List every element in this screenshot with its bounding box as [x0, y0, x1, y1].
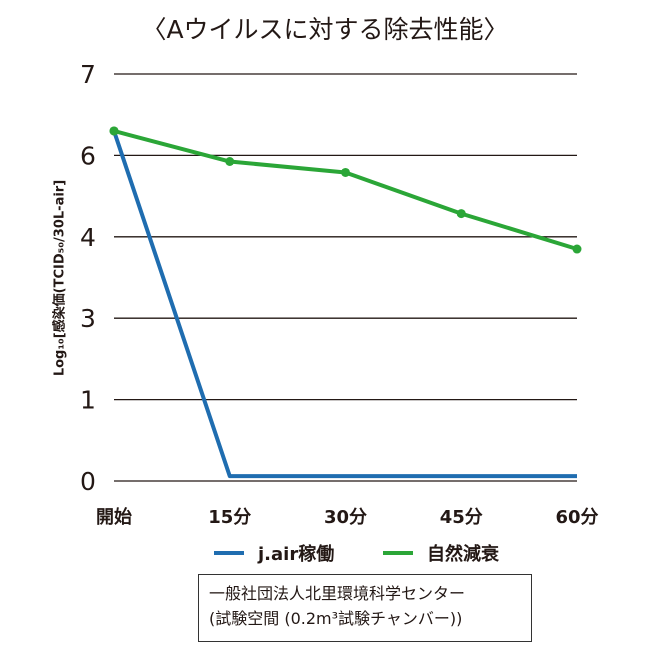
- legend-swatch: [383, 551, 413, 555]
- data-point: [572, 244, 582, 254]
- chart-title: 〈Aウイルスに対する除去性能〉: [141, 15, 509, 44]
- x-tick-label: 30分: [324, 507, 367, 528]
- data-point: [109, 126, 119, 136]
- x-tick-label: 15分: [208, 507, 251, 528]
- x-tick-label: 45分: [440, 507, 483, 528]
- source-line-1: 一般社団法人北里環境科学センター: [209, 584, 466, 603]
- legend-swatch: [214, 551, 244, 555]
- series-line-1: [113, 129, 578, 251]
- legend-item-natural: 自然減衰: [383, 540, 499, 566]
- y-tick-label: 4: [80, 223, 96, 252]
- legend-label: j.air稼働: [258, 544, 335, 565]
- data-point: [225, 157, 235, 167]
- source-line-2: (試験空間 (0.2m³試験チャンバー)): [209, 609, 463, 628]
- y-tick-label: 0: [80, 467, 96, 496]
- data-point: [456, 209, 466, 219]
- x-tick-label: 60分: [555, 507, 598, 528]
- data-point: [341, 167, 350, 177]
- y-tick-label: 6: [80, 141, 96, 170]
- x-tick-label: 開始: [96, 506, 132, 528]
- y-tick-label: 3: [80, 304, 96, 333]
- series-line-0: [112, 130, 577, 479]
- y-tick-label: 7: [80, 60, 96, 89]
- source-note: 一般社団法人北里環境科学センター (試験空間 (0.2m³試験チャンバー)): [198, 574, 532, 642]
- y-tick-label: 1: [80, 386, 96, 415]
- legend-item-jair: j.air稼働: [214, 540, 334, 566]
- legend-label: 自然減衰: [427, 544, 499, 565]
